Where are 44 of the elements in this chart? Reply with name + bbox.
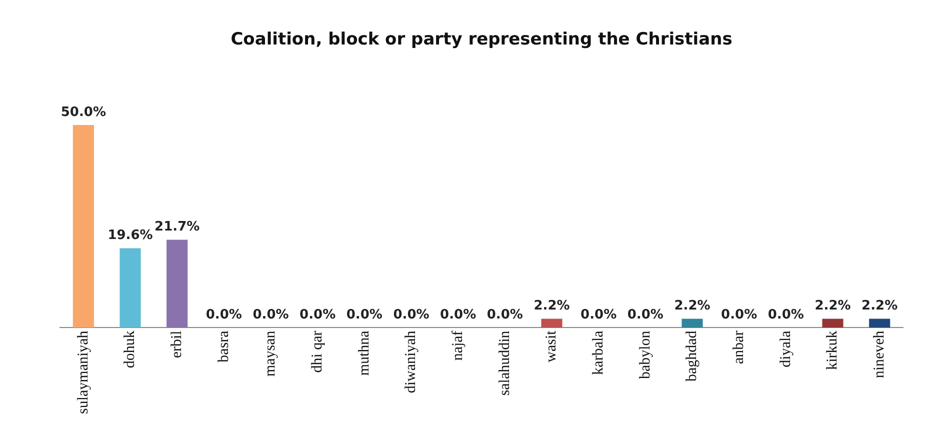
data-label: 50.0% [60,104,106,120]
x-tick-label: muthna [356,330,372,376]
x-tick-label: babylon [637,330,654,380]
data-label: 0.0% [627,308,664,323]
data-label: 0.0% [300,308,336,323]
data-label: 2.2% [674,298,710,314]
bar [869,318,890,328]
data-label: 0.0% [486,308,523,323]
data-label: 0.0% [440,308,476,323]
x-tick-label: anbar [731,330,748,364]
x-tick-label: wasit [544,330,560,362]
data-label: 0.0% [206,308,242,323]
data-label: 0.0% [580,308,617,323]
x-tick-label: kirkuk [824,330,841,370]
x-tick-label: salahuddin [496,330,513,396]
x-tick-label: dhi qar [310,330,326,373]
data-label: 2.2% [534,298,570,314]
data-label: 0.0% [768,308,804,323]
data-label: 0.0% [346,308,382,323]
x-tick-label: sulaymaniyah [75,330,92,414]
bar [166,240,188,328]
data-label: 0.0% [252,308,289,323]
x-tick-label: maysan [262,330,279,377]
x-tick-label: erbil [169,330,186,358]
x-tick-label: nineveh [872,330,888,378]
bar [682,318,703,328]
bar [822,318,844,328]
data-label: 0.0% [721,308,758,323]
data-label: 21.7% [154,220,200,235]
data-label: 0.0% [393,308,430,323]
data-label: 2.2% [814,298,851,314]
data-label: 19.6% [108,228,153,244]
x-tick-label: najaf [450,330,466,361]
chart-title: Coalition, block or party representing the Christians [230,30,732,50]
bar [120,248,141,328]
x-tick-label: diyala [778,330,794,368]
x-tick-label: diwaniyah [403,330,420,394]
bar [72,124,94,328]
data-label: 2.2% [862,298,898,314]
x-tick-label: dohuk [122,330,138,368]
x-tick-label: basra [216,330,232,362]
x-tick-label: karbala [590,330,607,375]
x-tick-label: baghdad [684,330,700,382]
bar [541,318,562,328]
